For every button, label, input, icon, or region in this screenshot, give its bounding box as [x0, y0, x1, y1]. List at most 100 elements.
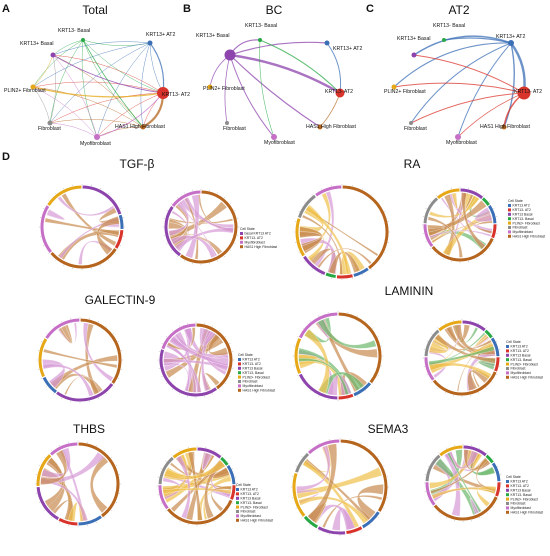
pathway-title-galectin-9: GALECTIN-9	[85, 293, 156, 307]
chord-tick	[112, 332, 114, 334]
chord-tick	[54, 193, 56, 195]
node-label-krt13-neg-at2: KRT13- AT2	[162, 92, 190, 98]
network-edge	[259, 39, 341, 94]
node-label-krt13-pos-basal: KRT13+ Basal	[20, 41, 54, 47]
chord-sector	[78, 442, 120, 518]
chord-sector	[161, 323, 196, 350]
chord-tick	[426, 374, 428, 376]
chord-tick	[362, 188, 364, 190]
network-node-plin2	[30, 84, 36, 90]
node-label-krt13-neg-basal: KRT13- Basal	[433, 23, 465, 29]
legend-item: KRT13 AT2	[241, 488, 258, 492]
network-edge	[52, 54, 164, 94]
legend-swatch	[508, 204, 511, 207]
chord-tick	[438, 512, 440, 514]
chord-sector	[158, 456, 174, 485]
chord-ribbon	[451, 192, 458, 210]
chord-tick	[63, 264, 64, 266]
chord-tick	[171, 454, 173, 456]
chord-tick	[309, 320, 311, 322]
chord-tick	[232, 502, 234, 504]
chord-tick	[432, 458, 434, 460]
network-edge	[49, 122, 98, 138]
chord-tick	[436, 195, 438, 197]
chord-ra-gene	[421, 186, 499, 264]
network-node-at2-neg	[517, 86, 531, 100]
chord-sector	[436, 188, 460, 200]
chord-thbs-cell	[34, 440, 122, 528]
legend-item: KRT13 Basal	[513, 213, 533, 217]
legend-swatch	[506, 362, 509, 366]
network-node-has1	[317, 124, 323, 130]
chord-tick	[171, 203, 173, 205]
chord-sector	[36, 454, 52, 486]
legend-item: KRT13- Basal	[513, 217, 534, 221]
chord-tick	[48, 199, 50, 201]
chord-ribbon	[210, 485, 232, 512]
chord-tick	[108, 259, 110, 261]
chord-tick	[362, 274, 364, 276]
chord-tick	[298, 252, 300, 254]
legend-item: HAS1 High Fibroblast	[513, 235, 546, 239]
chord-tick	[478, 392, 480, 394]
chord-tick	[301, 456, 303, 458]
legend-item: HAS1 High Fibroblast	[243, 389, 276, 393]
chord-sector	[297, 194, 316, 218]
chord-sector	[432, 371, 497, 396]
chord-sector	[490, 337, 500, 357]
chord-sector	[353, 382, 372, 397]
legend-title: Cell State	[238, 353, 253, 357]
network-edge	[393, 42, 512, 88]
network-edge	[457, 92, 525, 138]
chord-ribbon	[299, 231, 323, 252]
chord-tick	[309, 524, 311, 526]
node-label-plin2-fibroblast: PLIN2+ Fibroblast	[4, 88, 46, 94]
chord-sector	[196, 323, 233, 390]
chord-tick	[119, 208, 121, 209]
legend-swatch	[508, 217, 511, 221]
legend-swatch	[508, 230, 511, 234]
chord-tick	[311, 268, 313, 270]
chord-tick	[372, 327, 374, 329]
chord-tick	[43, 208, 45, 209]
chord-tick	[445, 517, 447, 519]
chord-tick	[493, 240, 495, 242]
chord-sema3-gene	[423, 443, 503, 523]
network-edge	[32, 39, 84, 88]
chord-tick	[372, 383, 374, 385]
network-edge	[82, 39, 164, 94]
chord-tick	[302, 327, 304, 329]
chord-tick	[218, 388, 220, 390]
chord-tick	[229, 203, 231, 205]
legend-item: Myofibroblast	[513, 230, 533, 234]
network-edge	[52, 41, 151, 56]
legend-item: Myofibroblast	[511, 506, 531, 510]
network-edge	[393, 82, 525, 94]
chord-tick	[496, 340, 498, 342]
chord-sector	[491, 224, 497, 239]
legend-swatch	[240, 240, 243, 244]
node-label-krt13-pos-at2: KRT13+ AT2	[333, 46, 362, 52]
network-node-at2-pos	[147, 40, 153, 46]
chord-tick	[115, 502, 117, 503]
pathway-title-tgf-beta: TGF-β	[120, 157, 155, 171]
chord-tgf-beta-cell	[38, 183, 126, 271]
node-label-krt13-neg-basal: KRT13- Basal	[58, 28, 90, 34]
chord-sector	[56, 383, 114, 402]
chord-tick	[117, 341, 119, 342]
chord-tick	[114, 199, 116, 201]
chord-tick	[497, 499, 499, 501]
chord-tick	[482, 253, 484, 255]
chord-tick	[295, 465, 297, 467]
network-edge	[140, 42, 151, 128]
chord-ribbon	[296, 445, 331, 492]
chord-tick	[383, 465, 385, 467]
legend-item: Fibroblast	[243, 380, 258, 384]
legend-item: PLIN2+ Fibroblast	[511, 497, 538, 501]
legend-swatch	[236, 501, 239, 505]
chord-sector	[433, 496, 498, 521]
chord-tick	[110, 510, 112, 512]
legend-item: HAS1 High Fibroblast	[245, 245, 278, 249]
legend-swatch	[240, 232, 243, 235]
